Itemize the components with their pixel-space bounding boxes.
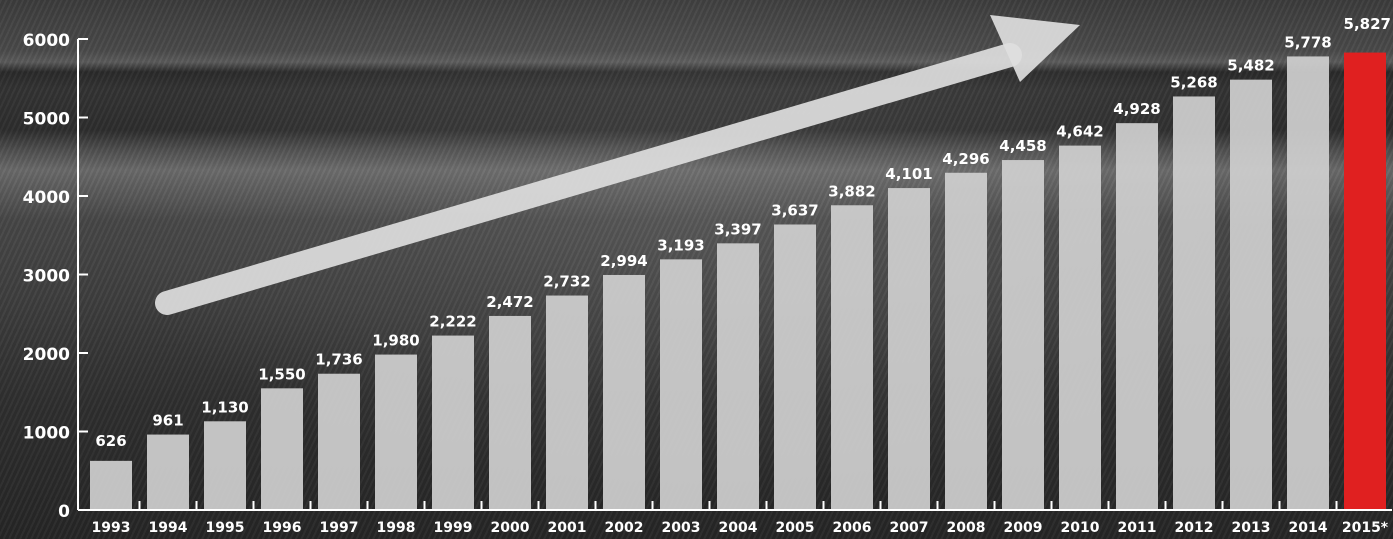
- bar-series: [90, 52, 1386, 511]
- y-tick-label: 3000: [23, 267, 70, 287]
- data-label: 1,550: [258, 365, 305, 383]
- x-tick-label: 1993: [92, 520, 131, 536]
- data-label: 3,193: [657, 236, 704, 254]
- bar-1998: [375, 354, 417, 510]
- y-tick-label: 0: [58, 502, 70, 522]
- data-label: 5,482: [1227, 57, 1274, 75]
- x-tick-label: 1994: [149, 520, 188, 536]
- bar-2006: [831, 205, 873, 510]
- x-tick-label: 2003: [662, 520, 701, 536]
- bar-1997: [318, 373, 360, 510]
- bar-2001: [546, 295, 588, 510]
- y-axis: 0 1000 2000 3000 4000 5000 6000: [23, 31, 88, 522]
- data-label: 3,397: [714, 220, 761, 238]
- data-label: 5,778: [1284, 33, 1331, 51]
- data-label: 2,222: [429, 313, 476, 331]
- x-tick-label: 2014: [1289, 520, 1328, 536]
- y-tick-label: 2000: [23, 345, 70, 365]
- x-tick-label: 1998: [377, 520, 416, 536]
- x-tick-label: 2006: [833, 520, 872, 536]
- data-label: 5,827: [1344, 15, 1391, 33]
- data-label: 4,928: [1113, 100, 1160, 118]
- data-label: 961: [152, 412, 183, 430]
- data-label: 2,732: [543, 273, 590, 291]
- bar-1996: [261, 388, 303, 510]
- x-tick-label: 1997: [320, 520, 359, 536]
- x-tick-label: 2002: [605, 520, 644, 536]
- x-tick-label: 2001: [548, 520, 587, 536]
- y-tick-label: 4000: [23, 188, 70, 208]
- bar-1995: [204, 421, 246, 510]
- x-axis: 1993 1994 1995 1996 1997 1998 1999 2000 2001 2002…: [78, 501, 1392, 536]
- data-label: 3,882: [828, 182, 875, 200]
- bar-2003: [660, 259, 702, 510]
- data-label: 1,736: [315, 351, 362, 369]
- data-label: 5,268: [1170, 73, 1217, 91]
- trend-arrow: [155, 15, 1080, 315]
- x-tick-label: 2013: [1232, 520, 1271, 536]
- x-tick-label: 2009: [1004, 520, 1043, 536]
- bar-2011: [1116, 123, 1158, 510]
- y-tick-label: 1000: [23, 424, 70, 444]
- x-tick-label: 1995: [206, 520, 245, 536]
- bar-2010: [1059, 145, 1101, 510]
- data-label: 4,642: [1056, 123, 1103, 141]
- y-tick-label: 6000: [23, 31, 70, 51]
- bar-2000: [489, 315, 531, 510]
- data-label: 4,458: [999, 137, 1046, 155]
- bar-2013: [1230, 79, 1272, 511]
- bar-2005: [774, 224, 816, 511]
- bar-2015: [1344, 52, 1386, 510]
- data-label: 2,472: [486, 293, 533, 311]
- x-tick-label: 2005: [776, 520, 815, 536]
- bar-2007: [888, 188, 930, 510]
- data-label: 2,994: [600, 252, 647, 270]
- bar-2002: [603, 274, 645, 510]
- data-label: 1,130: [201, 398, 248, 416]
- x-tick-label: 2007: [890, 520, 929, 536]
- data-labels: 626 961 1,130 1,550 1,736 1,980 2,222 2,472 2,73…: [95, 15, 1391, 450]
- x-tick-label: 2000: [491, 520, 530, 536]
- bar-1994: [147, 434, 189, 510]
- bar-1999: [432, 335, 474, 510]
- x-tick-label: 2015*: [1342, 520, 1389, 536]
- bar-2014: [1287, 56, 1329, 510]
- bar-2009: [1002, 160, 1044, 510]
- x-tick-label: 1999: [434, 520, 473, 536]
- bar-2012: [1173, 96, 1215, 510]
- data-label: 1,980: [372, 332, 419, 350]
- y-tick-label: 5000: [23, 110, 70, 130]
- x-tick-label: 2012: [1175, 520, 1214, 536]
- x-tick-label: 2010: [1061, 520, 1100, 536]
- data-label: 626: [95, 432, 126, 450]
- bar-2008: [945, 172, 987, 510]
- x-tick-label: 2011: [1118, 520, 1157, 536]
- x-tick-label: 2004: [719, 520, 758, 536]
- bar-2004: [717, 243, 759, 510]
- data-label: 3,637: [771, 201, 818, 219]
- x-tick-label: 2008: [947, 520, 986, 536]
- data-label: 4,101: [885, 165, 932, 183]
- data-label: 4,296: [942, 150, 989, 168]
- bar-1993: [90, 460, 132, 510]
- x-tick-label: 1996: [263, 520, 302, 536]
